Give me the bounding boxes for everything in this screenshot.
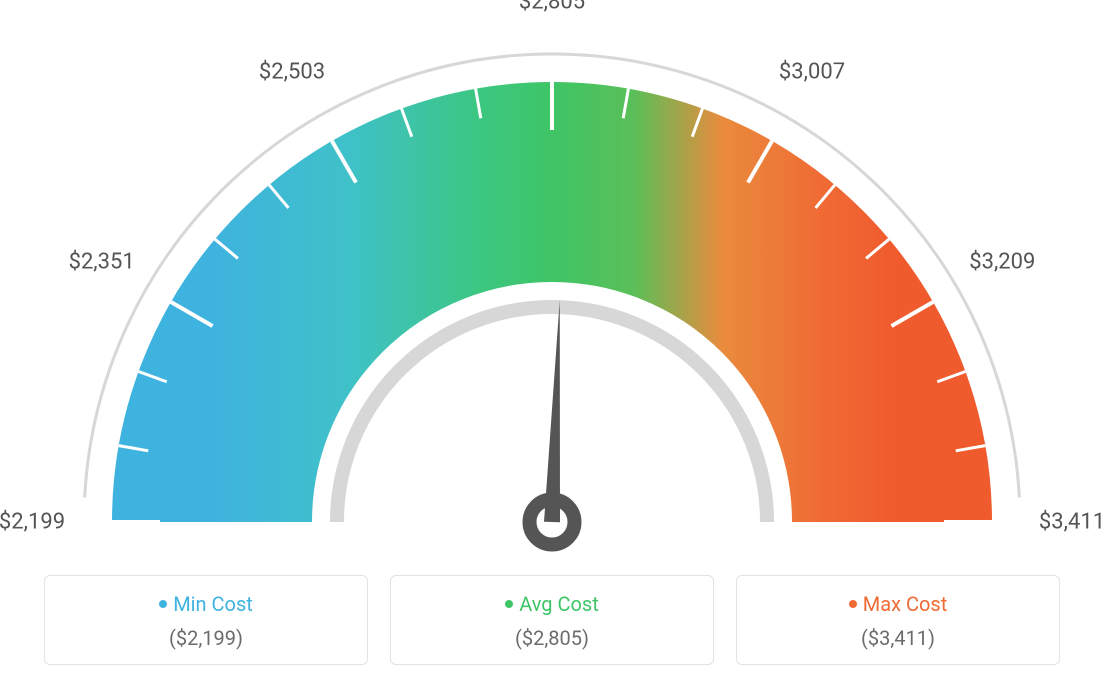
legend-card-max: Max Cost ($3,411): [736, 575, 1060, 665]
gauge-tick-label: $2,199: [0, 510, 65, 535]
legend-title-text: Max Cost: [863, 592, 948, 616]
legend-value-min: ($2,199): [55, 626, 357, 650]
gauge-tick-label: $3,007: [779, 59, 845, 84]
legend-value-avg: ($2,805): [401, 626, 703, 650]
legend-title-avg: Avg Cost: [505, 592, 599, 616]
legend-title-max: Max Cost: [849, 592, 948, 616]
gauge-tick-label: $2,805: [519, 0, 585, 15]
dot-icon: [159, 600, 167, 608]
dot-icon: [849, 600, 857, 608]
legend-card-min: Min Cost ($2,199): [44, 575, 368, 665]
legend-row: Min Cost ($2,199) Avg Cost ($2,805) Max …: [44, 575, 1060, 665]
legend-title-text: Min Cost: [173, 592, 253, 616]
legend-title-text: Avg Cost: [519, 592, 599, 616]
dot-icon: [505, 600, 513, 608]
gauge-tick-label: $3,209: [969, 250, 1035, 275]
gauge-tick-label: $2,351: [69, 250, 135, 275]
gauge-tick-label: $2,503: [259, 59, 325, 84]
legend-card-avg: Avg Cost ($2,805): [390, 575, 714, 665]
legend-title-min: Min Cost: [159, 592, 253, 616]
gauge-tick-label: $3,411: [1039, 510, 1104, 535]
legend-value-max: ($3,411): [747, 626, 1049, 650]
gauge-chart: $2,199 $2,351 $2,503 $2,805 $3,007 $3,209 $3,4…: [0, 0, 1104, 560]
gauge-svg: [0, 0, 1104, 560]
